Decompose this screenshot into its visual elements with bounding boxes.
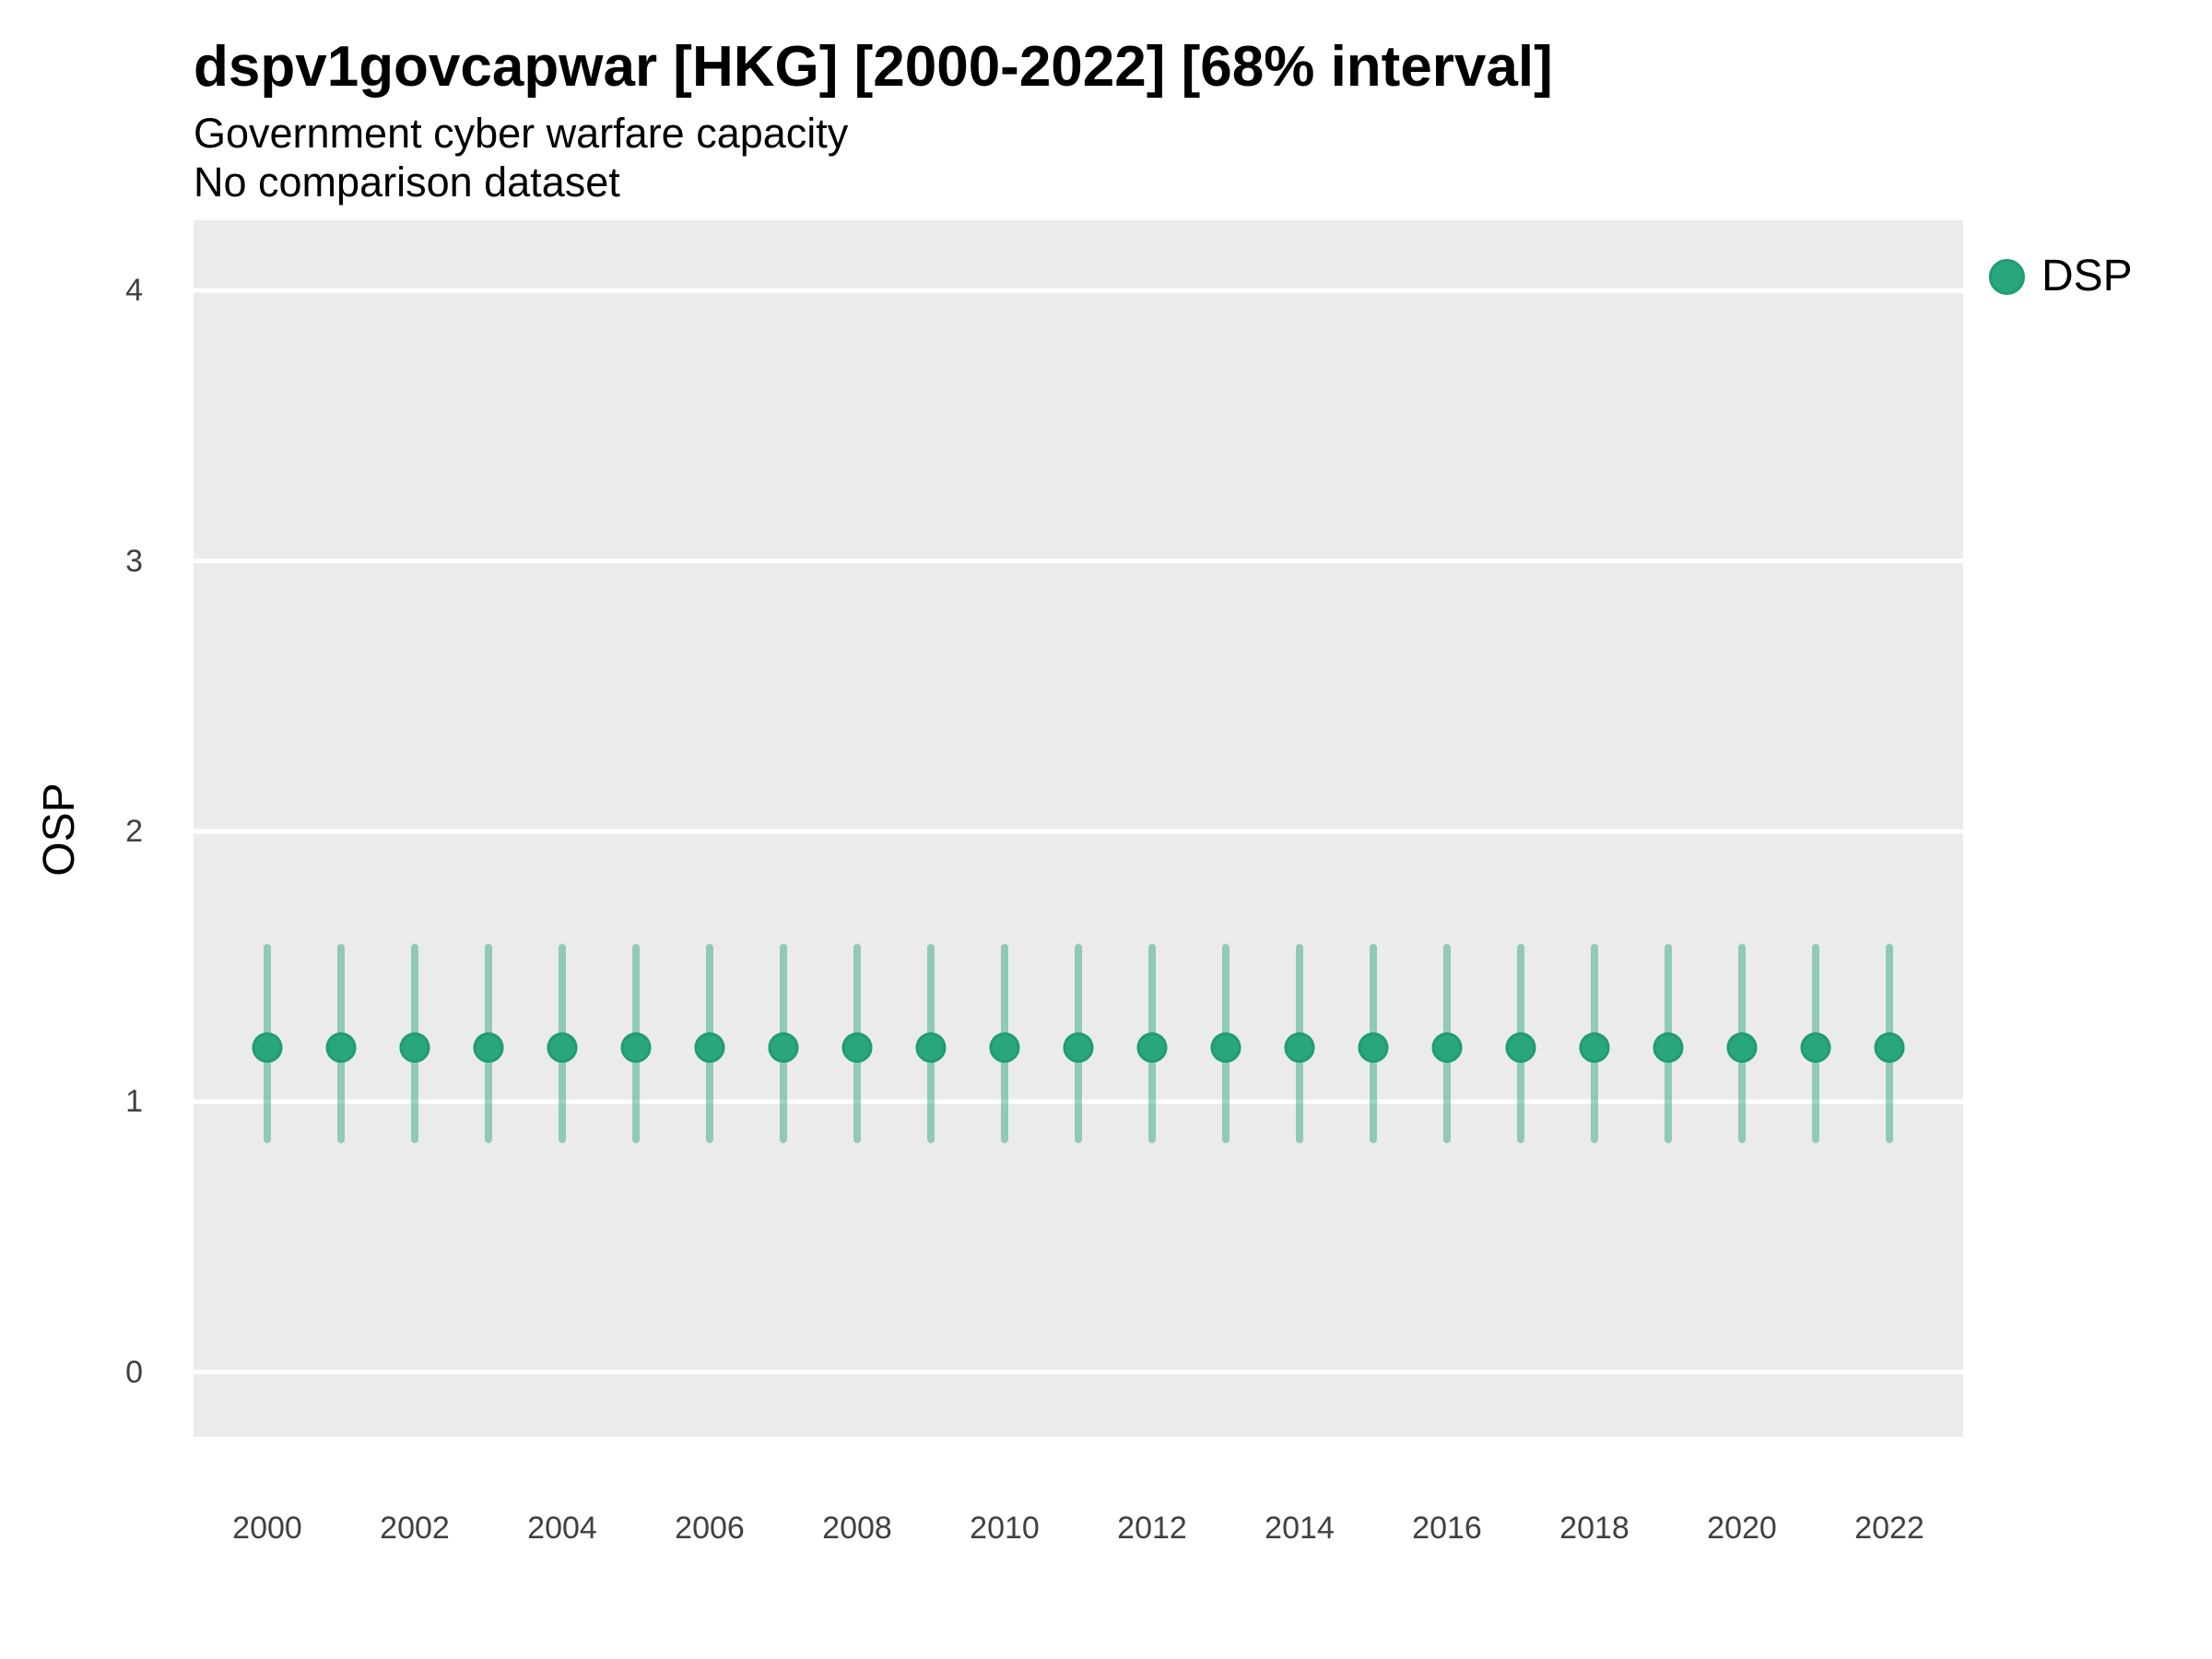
y-tick-label-3: 3 bbox=[125, 543, 143, 579]
x-tick-label-2016: 2016 bbox=[1412, 1511, 1482, 1546]
point-2014 bbox=[1284, 1032, 1315, 1064]
x-tick-label-2008: 2008 bbox=[822, 1511, 892, 1546]
chart-subtitle: Government cyber warfare capacity bbox=[194, 110, 849, 157]
y-tick-label-0: 0 bbox=[125, 1354, 143, 1390]
x-tick-label-2018: 2018 bbox=[1559, 1511, 1630, 1546]
point-2012 bbox=[1136, 1032, 1168, 1064]
point-2015 bbox=[1358, 1032, 1389, 1064]
point-2008 bbox=[841, 1032, 873, 1064]
point-2013 bbox=[1210, 1032, 1241, 1064]
point-2006 bbox=[694, 1032, 725, 1064]
point-2019 bbox=[1653, 1032, 1684, 1064]
x-tick-label-2020: 2020 bbox=[1707, 1511, 1777, 1546]
x-tick-label-2012: 2012 bbox=[1117, 1511, 1187, 1546]
legend-dsp-label: DSP bbox=[2041, 252, 2133, 300]
gridline-y-2 bbox=[194, 829, 1963, 834]
point-2005 bbox=[620, 1032, 652, 1064]
point-2021 bbox=[1800, 1032, 1831, 1064]
point-2010 bbox=[989, 1032, 1020, 1064]
legend: DSP bbox=[1989, 251, 2133, 302]
legend-dsp-dot-icon bbox=[1989, 258, 2025, 295]
point-2001 bbox=[325, 1032, 357, 1064]
gridline-y-3 bbox=[194, 559, 1963, 564]
point-2002 bbox=[399, 1032, 430, 1064]
x-tick-label-2002: 2002 bbox=[380, 1511, 450, 1546]
point-2017 bbox=[1505, 1032, 1536, 1064]
point-2007 bbox=[768, 1032, 799, 1064]
x-tick-label-2014: 2014 bbox=[1265, 1511, 1335, 1546]
gridline-y-4 bbox=[194, 288, 1963, 293]
gridline-y-0 bbox=[194, 1370, 1963, 1375]
x-tick-label-2004: 2004 bbox=[527, 1511, 597, 1546]
point-2018 bbox=[1579, 1032, 1610, 1064]
y-tick-label-2: 2 bbox=[125, 813, 143, 849]
x-tick-label-2022: 2022 bbox=[1854, 1511, 1924, 1546]
point-2004 bbox=[547, 1032, 578, 1064]
x-tick-label-2006: 2006 bbox=[675, 1511, 745, 1546]
y-tick-label-4: 4 bbox=[125, 273, 143, 309]
point-2000 bbox=[252, 1032, 283, 1064]
x-tick-label-2010: 2010 bbox=[970, 1511, 1040, 1546]
gridline-y-1 bbox=[194, 1099, 1963, 1104]
y-tick-label-1: 1 bbox=[125, 1084, 143, 1120]
point-2016 bbox=[1431, 1032, 1463, 1064]
point-2022 bbox=[1874, 1032, 1905, 1064]
chart-subtitle-2: No comparison dataset bbox=[194, 159, 620, 206]
point-2003 bbox=[473, 1032, 504, 1064]
x-tick-label-2000: 2000 bbox=[232, 1511, 302, 1546]
point-2011 bbox=[1063, 1032, 1094, 1064]
chart-title: dspv1govcapwar [HKG] [2000-2022] [68% in… bbox=[194, 35, 1553, 99]
point-2020 bbox=[1726, 1032, 1758, 1064]
point-2009 bbox=[915, 1032, 947, 1064]
panel-background bbox=[194, 220, 1963, 1437]
